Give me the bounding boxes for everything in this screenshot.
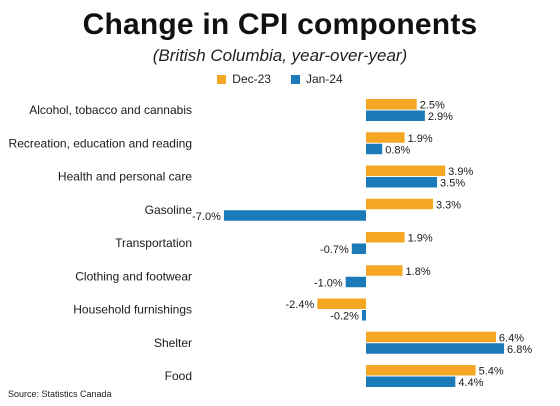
legend-item-dec-23: Dec-23 — [217, 72, 271, 86]
category-label-health-and-personal-care: Health and personal care — [58, 170, 192, 184]
bar-dec-23-clothing-and-footwear — [366, 265, 403, 276]
bar-dec-23-household-furnishings — [317, 298, 366, 309]
data-label-dec-23-household-furnishings: -2.4% — [286, 299, 315, 311]
category-label-food: Food — [165, 369, 192, 383]
legend-item-jan-24: Jan-24 — [290, 72, 343, 86]
legend: Dec-23 Jan-24 — [0, 72, 560, 86]
bar-jan-24-household-furnishings — [361, 310, 366, 321]
bar-dec-23-health-and-personal-care — [366, 165, 446, 176]
bar-dec-23-shelter — [366, 331, 496, 343]
data-label-jan-24-transportation: -0.7% — [320, 244, 349, 256]
data-label-jan-24-health-and-personal-care: 3.5% — [440, 178, 465, 190]
bar-dec-23-food — [366, 365, 476, 376]
data-label-dec-23-health-and-personal-care: 3.9% — [448, 166, 473, 178]
category-label-clothing-and-footwear: Clothing and footwear — [75, 269, 192, 283]
data-label-jan-24-recreation-education-and-reading: 0.8% — [385, 144, 410, 156]
legend-swatch-jan-24 — [290, 74, 300, 84]
data-label-dec-23-transportation: 1.9% — [408, 233, 433, 245]
legend-label-dec-23: Dec-23 — [232, 72, 271, 86]
data-label-jan-24-clothing-and-footwear: -1.0% — [314, 277, 343, 289]
bar-dec-23-recreation-education-and-reading — [366, 132, 405, 143]
data-label-dec-23-alcohol-tobacco-and-cannabis: 2.5% — [420, 100, 445, 112]
data-label-dec-23-clothing-and-footwear: 1.8% — [406, 266, 431, 278]
bar-dec-23-alcohol-tobacco-and-cannabis — [366, 99, 417, 110]
bar-jan-24-alcohol-tobacco-and-cannabis — [366, 110, 425, 121]
bar-dec-23-transportation — [366, 232, 405, 243]
data-label-dec-23-food: 5.4% — [479, 366, 504, 378]
category-label-alcohol-tobacco-and-cannabis: Alcohol, tobacco and cannabis — [29, 103, 192, 117]
bar-jan-24-clothing-and-footwear — [345, 276, 366, 288]
bar-jan-24-gasoline — [223, 210, 366, 221]
data-label-jan-24-alcohol-tobacco-and-cannabis: 2.9% — [428, 111, 453, 123]
bar-jan-24-shelter — [366, 343, 505, 354]
category-label-gasoline: Gasoline — [145, 203, 193, 217]
data-label-jan-24-gasoline: -7.0% — [192, 211, 221, 223]
legend-swatch-dec-23 — [217, 74, 227, 84]
bar-jan-24-transportation — [351, 243, 366, 254]
category-label-transportation: Transportation — [115, 236, 192, 250]
bar-jan-24-food — [366, 376, 456, 387]
data-label-jan-24-food: 4.4% — [458, 377, 483, 389]
legend-label-jan-24: Jan-24 — [305, 72, 343, 86]
data-label-jan-24-shelter: 6.8% — [507, 344, 532, 356]
chart-subtitle: (British Columbia, year-over-year) — [152, 46, 408, 65]
category-label-shelter: Shelter — [154, 336, 192, 350]
data-label-dec-23-shelter: 6.4% — [499, 332, 524, 344]
source-note: Source: Statistics Canada — [8, 389, 112, 399]
bar-jan-24-recreation-education-and-reading — [366, 143, 383, 155]
chart-title: Change in CPI components — [82, 8, 478, 41]
data-label-jan-24-household-furnishings: -0.2% — [330, 311, 359, 323]
bar-dec-23-gasoline — [366, 198, 433, 210]
data-label-dec-23-recreation-education-and-reading: 1.9% — [408, 133, 433, 145]
category-label-recreation-education-and-reading: Recreation, education and reading — [9, 136, 192, 150]
category-label-household-furnishings: Household furnishings — [73, 303, 192, 317]
data-label-dec-23-gasoline: 3.3% — [436, 199, 461, 211]
bar-jan-24-health-and-personal-care — [366, 177, 438, 188]
